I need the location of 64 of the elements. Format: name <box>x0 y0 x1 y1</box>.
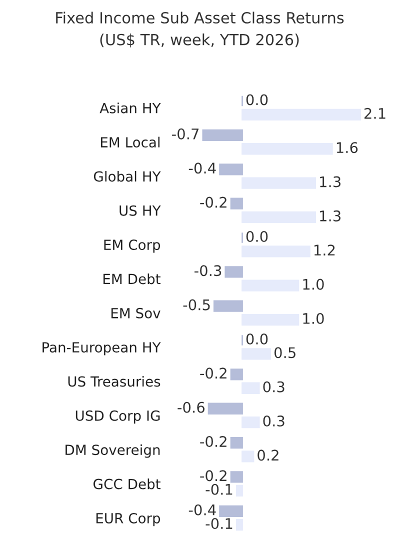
bar <box>242 280 300 292</box>
bar <box>230 198 243 210</box>
bar <box>219 505 243 517</box>
data-label: -0.1 <box>206 484 232 495</box>
y-tick-label: EM Local <box>101 136 160 148</box>
y-tick-label: EM Corp <box>104 240 160 253</box>
bar <box>242 416 260 428</box>
bar <box>236 519 243 531</box>
data-label: -0.2 <box>200 436 226 448</box>
y-tick-label: Asian HY <box>100 102 161 114</box>
data-label: -0.7 <box>172 128 199 140</box>
bar <box>213 300 243 312</box>
y-tick-label: US Treasuries <box>68 376 160 387</box>
data-label: -0.4 <box>188 504 216 516</box>
data-label: 0.2 <box>258 450 278 461</box>
y-tick-label: GCC Debt <box>94 478 160 490</box>
y-tick-label: EUR Corp <box>96 512 160 526</box>
y-tick-label: Global HY <box>94 170 161 182</box>
bar <box>242 211 316 224</box>
bar <box>219 164 243 176</box>
data-label: 1.2 <box>314 244 335 256</box>
data-label: 0.0 <box>246 230 268 242</box>
data-label: -0.3 <box>194 265 222 276</box>
bar <box>242 382 260 394</box>
y-tick-label: DM Sovereign <box>66 444 160 458</box>
bar <box>242 177 316 189</box>
data-label: -0.5 <box>183 299 210 310</box>
data-label: 0.5 <box>274 347 296 358</box>
data-label: 1.3 <box>320 210 340 222</box>
data-label: -0.2 <box>200 470 226 482</box>
chart-subtitle: (US$ TR, week, YTD 2026) <box>100 34 299 48</box>
data-label: -0.6 <box>178 402 204 413</box>
bar <box>242 348 272 360</box>
bar <box>242 246 310 258</box>
bar <box>236 484 243 496</box>
y-tick-label: Pan-European HY <box>42 342 161 356</box>
bar <box>242 143 333 155</box>
bar <box>202 129 243 142</box>
data-label: -0.4 <box>188 162 216 174</box>
y-tick-label: USD Corp IG <box>76 410 160 424</box>
bar <box>230 368 243 380</box>
data-label: 2.1 <box>364 108 386 119</box>
data-label: 1.0 <box>303 278 324 290</box>
data-label: -0.2 <box>200 368 226 379</box>
bar <box>208 402 243 414</box>
data-label: -0.1 <box>206 518 232 530</box>
bar <box>242 450 254 462</box>
bar <box>230 436 243 449</box>
bar <box>224 266 243 278</box>
y-tick-label: EM Debt <box>104 273 160 284</box>
data-label: 0.3 <box>263 381 284 392</box>
bar <box>242 314 300 326</box>
data-label: 0.0 <box>246 333 268 344</box>
bar <box>242 108 361 121</box>
data-label: -0.2 <box>200 196 226 208</box>
data-label: 0.0 <box>246 94 268 106</box>
data-label: 1.3 <box>320 176 340 188</box>
y-tick-label: US HY <box>120 205 161 216</box>
bar <box>230 471 243 483</box>
y-tick-label: EM Sov <box>111 308 160 318</box>
data-label: 1.0 <box>303 312 324 324</box>
data-label: 0.3 <box>263 415 284 427</box>
chart-title: Fixed Income Sub Asset Class Returns <box>56 12 344 24</box>
data-label: 1.6 <box>336 142 358 154</box>
